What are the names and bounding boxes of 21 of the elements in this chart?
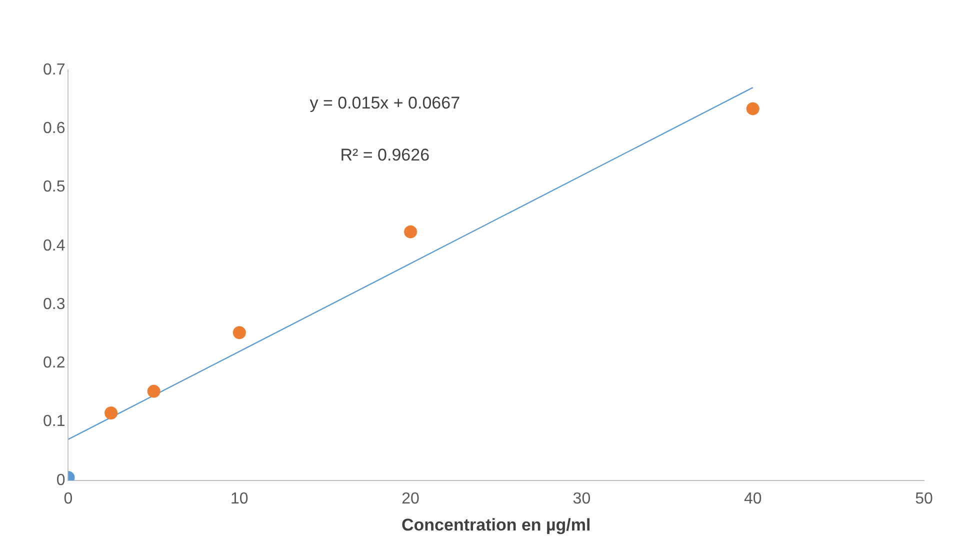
x-tick-label: 10 (230, 490, 248, 508)
y-tick-label: 0.2 (42, 354, 66, 372)
point (147, 384, 160, 398)
x-tick-label: 40 (744, 490, 762, 508)
point (404, 225, 418, 238)
x-tick-label: 50 (915, 490, 933, 508)
point (746, 102, 760, 116)
y-tick-label: 0.4 (42, 237, 66, 254)
x-tick-label: 30 (572, 490, 591, 508)
point (232, 326, 246, 340)
point (104, 406, 118, 420)
y-tick-label: 0 (56, 472, 66, 489)
y-tick-label: 0.6 (42, 120, 66, 138)
y-tick-label: 0.5 (42, 178, 66, 196)
x-axis-title: Concentration en µg/ml (401, 515, 591, 534)
annotation: R² = 0.9626 (340, 146, 430, 165)
y-tick-label: 0.3 (42, 296, 66, 313)
x-tick-label: 20 (402, 490, 420, 508)
y-tick-label: 0.1 (42, 413, 66, 430)
annotation: y = 0.015x + 0.0667 (310, 94, 460, 113)
y-tick-label: 0.7 (42, 61, 66, 78)
